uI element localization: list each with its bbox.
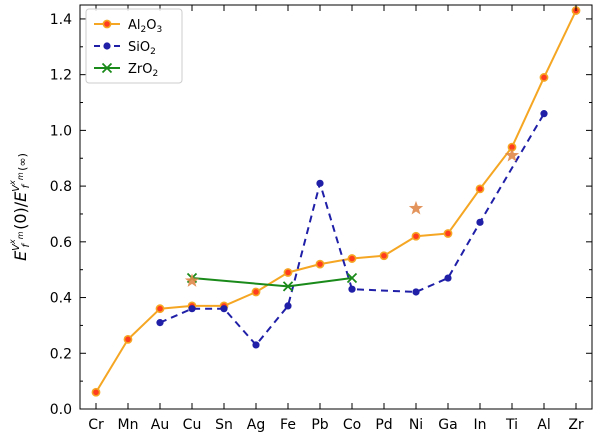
point-al2o3-pb [315,259,325,269]
point-sio2-in [476,218,484,226]
point-star-ti [504,147,520,162]
point-star-cu [184,273,200,287]
point-sio2-ni [412,288,420,296]
x-tick-label-au: Au [151,417,169,433]
x-tick-label-ga: Ga [438,417,457,433]
legend-marker-zro2 [101,62,113,74]
point-al2o3-co [347,254,357,263]
point-al2o3-pd [379,251,389,261]
point-al2o3-in [475,184,485,194]
axes: 0.0 0.2 0.4 0.6 0.8 1.0 1.2 1.4 Cr Mn Au Cu Sn Ag Fe Pb… [50,4,593,433]
point-zro2-fe [282,281,294,292]
point-al2o3-ga [443,229,453,238]
legend: Al2O3 SiO2 ZrO2 [85,8,183,84]
x-tick-label-cu: Cu [183,417,202,433]
point-sio2-ag [252,341,260,349]
y-tick-label: 0.6 [50,235,72,251]
point-sio2-au [156,319,164,327]
y-axis-title-text: EVxmf(0)/EVxmf(∞) [8,153,32,261]
x-tick-label-pb: Pb [311,417,328,433]
legend-label-sio2: SiO2 [128,40,156,57]
y-tick-label: 0.0 [50,402,72,418]
y-tick-label: 1.2 [50,68,72,84]
y-tick-label: 0.4 [50,291,72,307]
x-tick-label-mn: Mn [118,417,139,433]
plot-area [91,6,581,397]
point-star-ni [408,200,424,215]
point-sio2-ga [444,274,452,282]
x-tick-label-ni: Ni [409,417,423,433]
series-line-sio2 [159,113,545,346]
x-tick-label-pd: Pd [375,417,392,433]
y-tick-label: 1.4 [50,12,72,28]
point-al2o3-mn [123,334,133,344]
legend-label-zro2: ZrO2 [128,62,158,79]
point-sio2-cu [188,305,196,313]
x-tick-label-zr: Zr [568,417,584,433]
x-tick-label-cr: Cr [88,417,104,433]
y-axis-title: EVxmf(0)/EVxmf(∞) [8,153,32,261]
point-al2o3-al [539,73,549,82]
point-al2o3-cr [91,387,101,397]
point-zro2-co [346,272,358,284]
x-tick-label-al: Al [537,417,550,433]
series-line-al2o3 [95,10,577,393]
y-tick-label: 1.0 [50,123,72,139]
point-sio2-fe [284,302,292,310]
y-tick-label: 0.2 [50,346,72,362]
point-sio2-sn [220,305,228,313]
x-tick-label-ti: Ti [505,417,518,433]
legend-label-al2o3: Al2O3 [128,18,162,35]
point-al2o3-ni [411,231,421,241]
x-tick-label-co: Co [343,417,361,433]
point-sio2-pb [316,179,324,187]
legend-marker-al2o3 [102,19,112,29]
x-tick-label-in: In [473,417,486,433]
y-tick-label: 0.8 [50,179,72,195]
x-tick-label-ag: Ag [247,417,265,433]
point-sio2-al [540,110,548,118]
x-tick-label-sn: Sn [215,417,233,433]
plot-frame [79,4,593,410]
x-tick-label-fe: Fe [280,417,296,433]
point-al2o3-au [155,304,165,314]
point-al2o3-fe [283,268,293,277]
legend-marker-sio2 [103,42,111,50]
y-axis-label: EVxmf(0)/EVxmf(∞) [8,153,32,261]
point-sio2-co [348,285,356,293]
point-al2o3-ag [251,287,261,297]
